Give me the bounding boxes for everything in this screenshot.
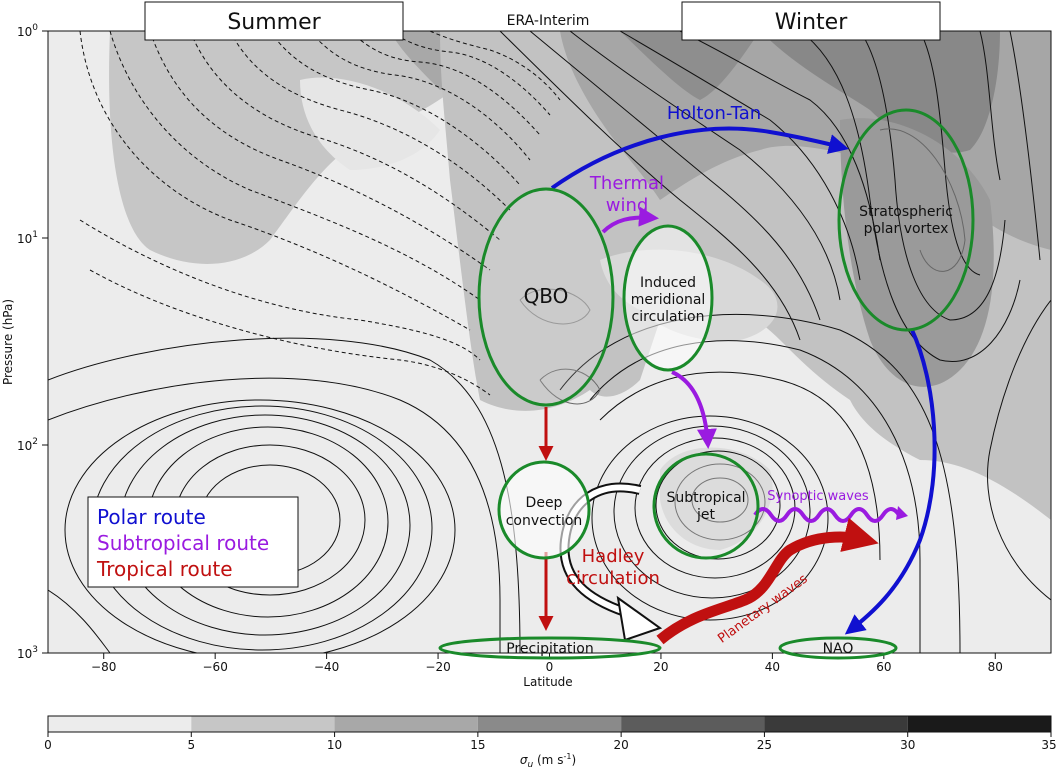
holton-tan-label: Holton-Tan xyxy=(667,103,761,124)
precipitation-ellipse xyxy=(438,636,662,660)
x-axis-label: Latitude xyxy=(523,675,572,689)
x-axis: −80 −60 −40 −20 0 20 40 60 80 xyxy=(91,653,1003,674)
colorbar-bin xyxy=(334,716,478,732)
subtropical-jet-ellipse xyxy=(652,452,760,560)
colorbar-bin xyxy=(48,716,192,732)
summer-label: Summer xyxy=(227,10,321,35)
colorbar-frame xyxy=(47,715,1052,733)
colorbar-tick-label: 20 xyxy=(614,738,629,752)
thermal-wind-label: Thermal wind xyxy=(589,173,664,216)
svg-text:circulation: circulation xyxy=(566,568,660,589)
winter-header: Winter xyxy=(681,1,941,41)
svg-text:convection: convection xyxy=(506,513,583,529)
x-tick-label: 60 xyxy=(876,660,891,674)
y-axis: 100 101 102 103 Pressure (hPa) xyxy=(1,23,48,661)
svg-text:Hadley: Hadley xyxy=(582,546,645,567)
colorbar-bin xyxy=(191,716,335,732)
svg-text:meridional: meridional xyxy=(631,292,706,308)
deep-convection-label: Deep convection xyxy=(506,495,583,529)
planetary-waves-arrow xyxy=(656,517,879,645)
x-tick-label: 20 xyxy=(653,660,668,674)
colorbar-label: σu (m s-1) xyxy=(520,752,576,770)
svg-text:wind: wind xyxy=(606,195,649,216)
colorbar-tick-label: 15 xyxy=(470,738,485,752)
nao-label: NAO xyxy=(823,641,854,657)
synoptic-waves-label: Synoptic waves xyxy=(767,489,869,504)
nao-ellipse xyxy=(778,636,898,660)
colorbar-tick-label: 5 xyxy=(187,738,195,752)
holton-tan-arrow xyxy=(550,126,849,190)
thermal-wind-arrow xyxy=(601,206,659,234)
y-tick-label: 101 xyxy=(17,230,38,246)
precipitation-label: Precipitation xyxy=(506,641,594,657)
svg-text:Subtropical: Subtropical xyxy=(666,490,745,506)
y-tick-label: 103 xyxy=(17,645,38,661)
svg-text:circulation: circulation xyxy=(632,309,705,325)
y-axis-label: Pressure (hPa) xyxy=(1,299,15,385)
colorbar-bin xyxy=(477,716,622,732)
colorbar-bin xyxy=(621,716,765,732)
polar-vortex-ellipse xyxy=(837,108,975,332)
x-tick-label: 40 xyxy=(765,660,780,674)
summer-header: Summer xyxy=(144,1,404,41)
legend-polar-route: Polar route xyxy=(97,505,206,529)
subtropical-jet-label: Subtropical jet xyxy=(666,490,745,523)
colorbar-tick-label: 25 xyxy=(757,738,772,752)
y-tick-label: 100 xyxy=(17,23,38,39)
deep-convection-ellipse xyxy=(497,460,591,560)
colorbar: 0 5 10 15 20 25 30 35 xyxy=(44,715,1057,752)
y-tick-label: 102 xyxy=(17,437,38,453)
qbo-label: QBO xyxy=(524,284,569,308)
route-legend: Polar route Subtropical route Tropical r… xyxy=(87,496,299,588)
x-tick-label: 0 xyxy=(546,660,554,674)
legend-subtropical-route: Subtropical route xyxy=(97,531,269,555)
svg-text:jet: jet xyxy=(696,507,716,523)
induced-circulation-ellipse xyxy=(622,224,714,372)
induced-jet-arrow xyxy=(671,370,717,449)
legend-tropical-route: Tropical route xyxy=(96,557,233,581)
dataset-title: ERA-Interim xyxy=(507,13,590,29)
svg-text:Induced: Induced xyxy=(640,275,696,291)
x-tick-label: 80 xyxy=(988,660,1003,674)
x-tick-label: −80 xyxy=(91,660,116,674)
vortex-nao-arrow xyxy=(844,329,937,635)
qbo-ellipse xyxy=(477,187,615,407)
colorbar-tick-label: 0 xyxy=(44,738,52,752)
x-tick-label: −20 xyxy=(425,660,450,674)
x-tick-label: −60 xyxy=(203,660,228,674)
winter-label: Winter xyxy=(775,10,848,35)
colorbar-tick-label: 10 xyxy=(327,738,342,752)
feature-ellipses xyxy=(438,108,975,660)
svg-text:Thermal: Thermal xyxy=(589,173,664,194)
hadley-label: Hadley circulation xyxy=(566,546,660,589)
colorbar-bin xyxy=(907,716,1051,732)
x-tick-label: −40 xyxy=(314,660,339,674)
polar-vortex-label: Stratospheric polar vortex xyxy=(859,204,953,237)
colorbar-bin xyxy=(764,716,908,732)
svg-text:Stratospheric: Stratospheric xyxy=(859,204,953,220)
colorbar-tick-label: 35 xyxy=(1041,738,1056,752)
svg-text:polar vortex: polar vortex xyxy=(864,221,949,237)
wind-contours xyxy=(48,31,1051,653)
svg-text:Deep: Deep xyxy=(526,495,563,511)
induced-circulation-label: Induced meridional circulation xyxy=(631,275,706,325)
colorbar-tick-label: 30 xyxy=(900,738,915,752)
